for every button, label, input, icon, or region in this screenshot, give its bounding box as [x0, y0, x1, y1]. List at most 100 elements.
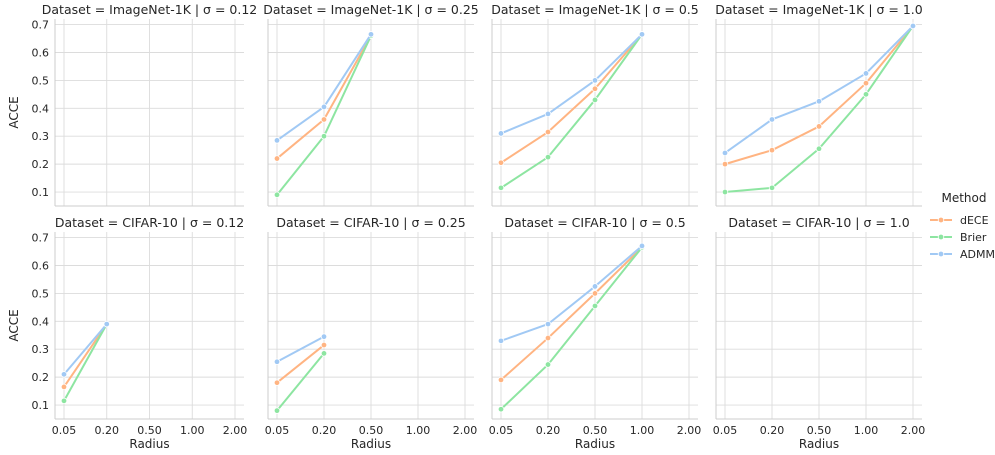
panel-title: Dataset = CIFAR-10 | σ = 1.0 — [728, 215, 909, 230]
y-axis-label: ACCE — [7, 309, 21, 341]
y-tick-label: 0.5 — [32, 74, 50, 87]
series-line-admm — [500, 245, 643, 342]
series-line-brier — [500, 33, 643, 189]
data-point-admm — [103, 320, 110, 328]
data-point-admm — [909, 22, 917, 30]
x-tick-label: 2.00 — [453, 424, 478, 437]
data-point-brier — [320, 350, 328, 357]
series-line-dece — [500, 246, 643, 381]
data-point-admm — [273, 358, 281, 365]
legend-marker — [937, 250, 945, 258]
x-tick-label: 0.50 — [359, 424, 384, 437]
data-point-brier — [721, 188, 729, 196]
data-point-dece — [60, 383, 68, 391]
x-tick-label: 1.00 — [630, 424, 655, 437]
y-tick-label: 0.4 — [32, 315, 50, 328]
y-tick-label: 0.7 — [32, 232, 50, 245]
data-point-dece — [591, 85, 599, 92]
y-tick-label: 0.6 — [32, 46, 50, 59]
data-point-admm — [320, 333, 328, 340]
series-line-dece — [63, 323, 108, 388]
data-point-dece — [544, 334, 552, 342]
x-tick-label: 0.50 — [137, 424, 162, 437]
data-point-brier — [768, 184, 776, 192]
legend-label: ADMM — [960, 248, 995, 261]
data-point-admm — [721, 149, 729, 157]
y-tick-label: 0.2 — [32, 158, 50, 171]
data-point-dece — [273, 379, 281, 386]
data-point-admm — [638, 31, 646, 38]
y-tick-label: 0.3 — [32, 130, 50, 143]
legend-label: dECE — [960, 214, 989, 227]
data-point-admm — [815, 98, 823, 105]
data-point-admm — [497, 130, 505, 137]
y-tick-label: 0.3 — [32, 343, 50, 356]
x-tick-label: 0.05 — [52, 424, 77, 437]
data-point-admm — [638, 242, 646, 250]
series-line-admm — [500, 33, 643, 135]
x-axis-label: Radius — [351, 437, 391, 451]
legend-marker — [937, 216, 945, 224]
x-axis-label: Radius — [799, 437, 839, 451]
data-point-brier — [544, 361, 552, 368]
x-tick-label: 0.05 — [265, 424, 290, 437]
series-line-brier — [500, 246, 643, 410]
x-tick-label: 0.05 — [713, 424, 738, 437]
x-tick-label: 0.05 — [489, 424, 514, 437]
data-point-brier — [273, 407, 281, 414]
panel-title: Dataset = ImageNet-1K | σ = 0.25 — [263, 2, 478, 17]
data-point-dece — [768, 146, 776, 154]
data-point-dece — [273, 155, 281, 162]
data-point-admm — [591, 283, 599, 290]
data-point-dece — [862, 79, 870, 87]
x-tick-label: 0.20 — [760, 424, 785, 437]
data-point-admm — [862, 70, 870, 77]
x-tick-label: 2.00 — [677, 424, 702, 437]
series-line-dece — [500, 33, 643, 164]
data-point-brier — [591, 96, 599, 104]
data-point-brier — [60, 397, 68, 405]
y-tick-label: 0.4 — [32, 102, 50, 115]
panel-title: Dataset = CIFAR-10 | σ = 0.5 — [504, 215, 685, 230]
legend-label: Brier — [960, 231, 987, 244]
panel-title: Dataset = CIFAR-10 | σ = 0.25 — [276, 215, 465, 230]
series-line-admm — [276, 335, 325, 363]
data-point-dece — [591, 290, 599, 297]
y-tick-label: 0.7 — [32, 19, 50, 32]
data-point-brier — [815, 145, 823, 152]
x-tick-label: 0.20 — [312, 424, 337, 437]
data-point-admm — [591, 77, 599, 84]
y-tick-label: 0.5 — [32, 287, 50, 300]
panel-title: Dataset = ImageNet-1K | σ = 0.5 — [491, 2, 699, 17]
panel-title: Dataset = ImageNet-1K | σ = 0.12 — [42, 2, 257, 17]
x-tick-label: 0.50 — [807, 424, 832, 437]
x-tick-label: 1.00 — [854, 424, 879, 437]
data-point-dece — [497, 159, 505, 166]
panel-title: Dataset = ImageNet-1K | σ = 1.0 — [715, 2, 923, 17]
series-line-brier — [63, 323, 108, 402]
data-point-admm — [544, 110, 552, 118]
data-point-brier — [273, 191, 281, 199]
data-point-brier — [320, 133, 328, 140]
data-point-brier — [497, 184, 505, 192]
data-point-admm — [367, 31, 375, 38]
y-tick-label: 0.6 — [32, 259, 50, 272]
y-tick-label: 0.1 — [32, 399, 50, 412]
data-point-brier — [544, 153, 552, 161]
x-tick-label: 0.20 — [536, 424, 561, 437]
panel-title: Dataset = CIFAR-10 | σ = 0.12 — [55, 215, 244, 230]
data-point-admm — [544, 320, 552, 328]
data-point-admm — [768, 116, 776, 123]
data-point-dece — [815, 123, 823, 130]
series-line-brier — [276, 352, 325, 412]
data-point-admm — [320, 103, 328, 111]
data-point-admm — [60, 371, 68, 378]
data-point-brier — [591, 302, 599, 310]
data-point-brier — [497, 406, 505, 413]
legend-title: Method — [941, 191, 986, 205]
series-line-dece — [276, 344, 325, 384]
x-tick-label: 1.00 — [180, 424, 205, 437]
data-point-dece — [320, 116, 328, 123]
